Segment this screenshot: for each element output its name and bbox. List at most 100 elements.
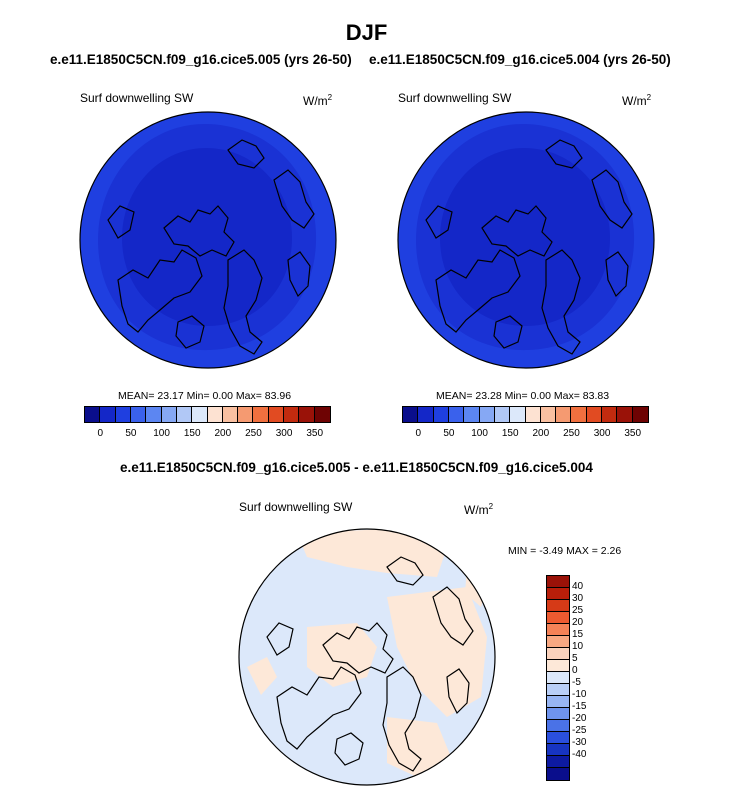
colorbar-swatch [617, 407, 633, 422]
coastline [591, 169, 633, 229]
right-variable-label: Surf downwelling SW [398, 91, 512, 105]
colorbar-swatch [207, 407, 223, 422]
coastline [541, 249, 581, 355]
diff-colorbar-swatch [547, 744, 569, 756]
colorbar-swatch [448, 407, 465, 422]
colorbar-tick-label: 100 [471, 428, 488, 439]
warm-anomaly-area [247, 657, 277, 695]
colorbar-swatch [222, 407, 239, 422]
colorbar-swatch [540, 407, 557, 422]
diff-colorbar-label: -10 [572, 689, 587, 700]
colorbar-swatch [403, 407, 419, 422]
coastline [435, 249, 521, 333]
left-stats: MEAN= 23.17 Min= 0.00 Max= 83.96 [118, 390, 292, 402]
left-polar-map [79, 111, 337, 369]
diff-colorbar-swatch [547, 756, 569, 768]
colorbar-swatch [418, 407, 434, 422]
colorbar-tick-label: 300 [593, 428, 611, 439]
inner-band [122, 148, 292, 326]
diff-colorbar-swatch [547, 624, 569, 636]
colorbar-swatch [510, 407, 526, 422]
diff-colorbar-swatch [547, 672, 569, 684]
colorbar-swatch [161, 407, 177, 422]
coastline [432, 586, 474, 646]
colorbar-swatch [238, 407, 254, 422]
colorbar-tick-label: 0 [97, 428, 104, 439]
diff-colorbar-swatch [547, 660, 569, 672]
right-polar-map [397, 111, 655, 369]
coastline [545, 139, 583, 169]
diff-colorbar-label: 30 [572, 593, 584, 604]
coastline [223, 249, 263, 355]
diff-variable-label: Surf downwelling SW [239, 500, 353, 514]
colorbar-swatch [268, 407, 285, 422]
diff-colorbar-swatch [547, 768, 569, 780]
colorbar-tick-label: 150 [501, 428, 519, 439]
diff-colorbar-label: 15 [572, 629, 584, 640]
coastline [287, 251, 311, 298]
colorbar-swatch [602, 407, 618, 422]
colorbar-swatch [494, 407, 511, 422]
colorbar-swatch [586, 407, 603, 422]
colorbar-tick-label: 200 [214, 428, 232, 439]
colorbar-tick-label: 200 [532, 428, 550, 439]
diff-colorbar-label: -15 [572, 701, 587, 712]
colorbar-tick-label: 350 [624, 428, 642, 439]
inner-band [440, 148, 610, 326]
diff-colorbar-swatch [547, 708, 569, 720]
coastline [382, 666, 422, 772]
colorbar-swatch [299, 407, 315, 422]
coastline [117, 249, 203, 333]
map-boundary [238, 528, 496, 786]
coastline [322, 622, 394, 674]
map-boundary [397, 111, 655, 369]
coastline [273, 169, 315, 229]
map-boundary [79, 111, 337, 369]
coastline [175, 315, 205, 349]
diff-colorbar-label: 0 [572, 665, 578, 676]
diff-units-label: W/m2 [464, 502, 494, 517]
colorbar-swatch [253, 407, 269, 422]
coastline [425, 205, 453, 239]
diff-polar-map [238, 528, 496, 786]
diff-colorbar-swatch [547, 648, 569, 660]
coastline [605, 251, 629, 298]
right-units-label: W/m2 [622, 93, 652, 108]
colorbar-swatch [632, 407, 648, 422]
left-units-label: W/m2 [303, 93, 333, 108]
colorbar-swatch [314, 407, 330, 422]
coastline [266, 622, 294, 656]
diff-colorbar-label: 10 [572, 641, 584, 652]
diff-colorbar-swatch [547, 696, 569, 708]
warm-anomaly-area [387, 587, 487, 717]
coastline [334, 732, 364, 766]
colorbar-swatch [130, 407, 147, 422]
diff-colorbar-label: -30 [572, 737, 587, 748]
diff-colorbar-swatch [547, 720, 569, 732]
colorbar-tick-label: 300 [275, 428, 293, 439]
diff-colorbar [546, 575, 570, 781]
colorbar-swatch [433, 407, 449, 422]
colorbar-swatch [284, 407, 300, 422]
colorbar-tick-label: 50 [125, 428, 137, 439]
coastline [276, 666, 362, 750]
diff-colorbar-label: -5 [572, 677, 581, 688]
coastline [163, 205, 235, 257]
right-stats: MEAN= 23.28 Min= 0.00 Max= 83.83 [436, 390, 610, 402]
page-title: DJF [345, 20, 388, 45]
diff-subtitle: e.e11.E1850C5CN.f09_g16.cice5.005 - e.e1… [120, 460, 593, 475]
coastline [107, 205, 135, 239]
left-colorbar [84, 406, 331, 423]
diff-colorbar-label: -40 [572, 749, 587, 760]
left-subtitle: e.e11.E1850C5CN.f09_g16.cice5.005 (yrs 2… [50, 52, 352, 67]
diff-colorbar-label: -20 [572, 713, 587, 724]
diff-colorbar-swatch [547, 576, 569, 588]
warm-anomaly-area [387, 717, 451, 777]
colorbar-swatch [556, 407, 572, 422]
right-subtitle: e.e11.E1850C5CN.f09_g16.cice5.004 (yrs 2… [369, 52, 671, 67]
colorbar-tick-label: 100 [153, 428, 170, 439]
diff-colorbar-label: 40 [572, 581, 584, 592]
colorbar-swatch [146, 407, 162, 422]
colorbar-swatch [464, 407, 480, 422]
diff-colorbar-label: 20 [572, 617, 584, 628]
